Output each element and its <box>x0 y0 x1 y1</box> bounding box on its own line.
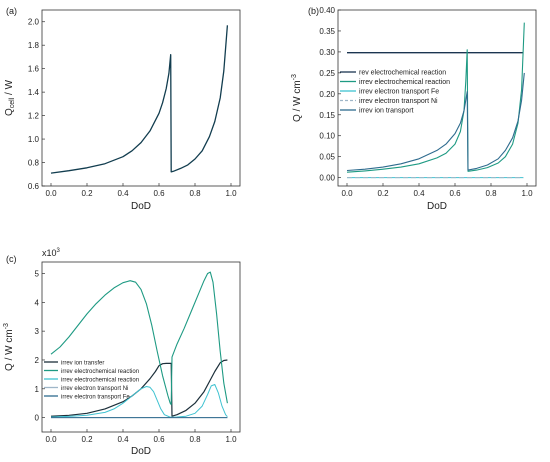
series-line-1 <box>50 271 228 406</box>
x-tick-label: 0.8 <box>189 435 201 444</box>
panel-a-y-label-sub: cell <box>9 97 16 108</box>
panel-a-y-ticks: 0.6 0.8 1.0 1.2 1.4 1.6 1.8 2.0 <box>28 18 45 191</box>
x-tick-label: 0.8 <box>189 189 201 198</box>
panel-b-label: (b) <box>308 6 319 16</box>
series-line-0 <box>50 359 228 417</box>
x-tick-label: 1.0 <box>521 189 533 198</box>
y-tick-label: 0.6 <box>28 182 40 191</box>
x-tick-label: 0.0 <box>45 189 57 198</box>
panel-c-scale-label: x103 <box>42 248 61 258</box>
series-line-2 <box>50 384 228 418</box>
y-tick-label: 1.8 <box>28 41 40 50</box>
panel-c-y-ticks: 0 1 2 3 4 5 <box>35 270 45 423</box>
legend-entry: irrev electrochemical reaction <box>359 79 450 86</box>
panel-c-legend: irrev ion transfer irrev electrochemical … <box>44 361 139 401</box>
x-tick-label: 0.4 <box>117 189 129 198</box>
panel-c-y-label: Q / W cm-3 <box>3 323 15 371</box>
y-tick-label: 0.10 <box>319 132 335 141</box>
panel-b-x-ticks: 0.0 0.2 0.4 0.6 0.8 1.0 <box>341 183 533 198</box>
x-tick-label: 1.0 <box>225 189 237 198</box>
panel-b-legend: rev electrochemical reaction irrev electr… <box>340 70 450 115</box>
panel-b-y-label: Q / W cm-3 <box>291 74 303 122</box>
y-tick-label: 1.4 <box>28 88 40 97</box>
panel-a-x-ticks: 0.0 0.2 0.4 0.6 0.8 1.0 <box>45 183 237 198</box>
panel-b-frame <box>337 9 537 187</box>
y-tick-label: 1.6 <box>28 65 40 74</box>
panel-b-y-ticks: 0.00 0.05 0.10 0.15 0.20 0.25 0.30 0.35 0.40 <box>319 6 341 183</box>
legend-entry: irrev ion transfer <box>61 361 104 367</box>
y-tick-label: 2.0 <box>28 18 40 27</box>
y-tick-label: 0.35 <box>319 27 335 36</box>
panel-c-label: (c) <box>6 254 17 264</box>
panel-a-series <box>50 25 229 174</box>
panel-a-y-label: Qcell / W <box>4 79 16 116</box>
y-tick-label: 1.2 <box>28 112 40 121</box>
panel-a-y-label-main: Q <box>4 108 15 116</box>
x-tick-label: 0.6 <box>449 189 461 198</box>
y-tick-label: 0 <box>35 414 40 423</box>
y-tick-label: 4 <box>35 298 40 307</box>
x-tick-label: 0.0 <box>341 189 353 198</box>
x-tick-label: 1.0 <box>225 435 237 444</box>
y-tick-label: 1 <box>35 385 40 394</box>
panel-a-label: (a) <box>6 6 17 16</box>
x-tick-label: 0.6 <box>153 435 165 444</box>
y-tick-label: 0.15 <box>319 111 335 120</box>
panel-c-series <box>50 271 228 419</box>
y-tick-label: 0.20 <box>319 90 335 99</box>
y-tick-label: 1.0 <box>28 135 40 144</box>
legend-entry: irrev electron transport Fe <box>61 395 130 401</box>
y-tick-label: 5 <box>35 270 40 279</box>
x-tick-label: 0.8 <box>485 189 497 198</box>
y-tick-label: 0.00 <box>319 174 335 183</box>
legend-entry: irrev ion transport <box>359 108 414 115</box>
panel-c-y-label-sup: -3 <box>3 323 10 329</box>
x-tick-label: 0.2 <box>81 435 93 444</box>
panel-b-y-label-sup: -3 <box>291 74 298 80</box>
x-tick-label: 0.2 <box>377 189 389 198</box>
panel-b: (b) 0.000.050.100.150.200.250.300.350.40… <box>291 6 537 212</box>
x-tick-label: 0.2 <box>81 189 93 198</box>
legend-entry: irrev electron transport Fe <box>359 89 439 96</box>
panel-c-x-label: DoD <box>131 446 151 457</box>
y-tick-label: 0.30 <box>319 48 335 57</box>
y-tick-label: 0.8 <box>28 159 40 168</box>
y-tick-label: 2 <box>35 356 40 365</box>
x-tick-label: 0.6 <box>153 189 165 198</box>
panel-c-y-label-main: Q / W cm <box>4 329 15 371</box>
x-tick-label: 0.4 <box>413 189 425 198</box>
series-line-1 <box>346 22 525 173</box>
series-line-0 <box>50 25 229 174</box>
legend-entry: irrev electrochemical reaction <box>61 369 139 375</box>
panel-b-y-label-main: Q / W cm <box>292 80 303 122</box>
panel-c-scale-main: x10 <box>42 248 57 258</box>
panel-c-scale-sup: 3 <box>57 248 61 254</box>
panel-a-y-label-unit: / W <box>4 79 15 97</box>
panel-b-series <box>346 22 525 179</box>
legend-entry: irrev electron transport Ni <box>61 386 128 392</box>
x-tick-label: 0.0 <box>45 435 57 444</box>
x-tick-label: 0.4 <box>117 435 129 444</box>
series-line-4 <box>346 72 525 172</box>
legend-entry: rev electrochemical reaction <box>359 70 446 77</box>
panel-a: (a) 0.60.81.01.21.41.61.82.0 0.0 0.2 0.4 0.… <box>4 6 241 212</box>
y-tick-label: 0.05 <box>319 153 335 162</box>
legend-entry: irrev electrochemical reaction <box>61 378 139 384</box>
panel-b-x-label: DoD <box>427 201 447 212</box>
panel-c-x-ticks: 0.0 0.2 0.4 0.6 0.8 1.0 <box>45 429 237 444</box>
y-tick-label: 0.40 <box>319 6 335 15</box>
panel-c-frame <box>41 261 241 433</box>
panel-a-x-label: DoD <box>131 201 151 212</box>
legend-entry: irrev electron transport Ni <box>359 98 438 105</box>
y-tick-label: 0.25 <box>319 69 335 78</box>
panel-a-frame <box>41 9 241 187</box>
y-tick-label: 3 <box>35 327 40 336</box>
